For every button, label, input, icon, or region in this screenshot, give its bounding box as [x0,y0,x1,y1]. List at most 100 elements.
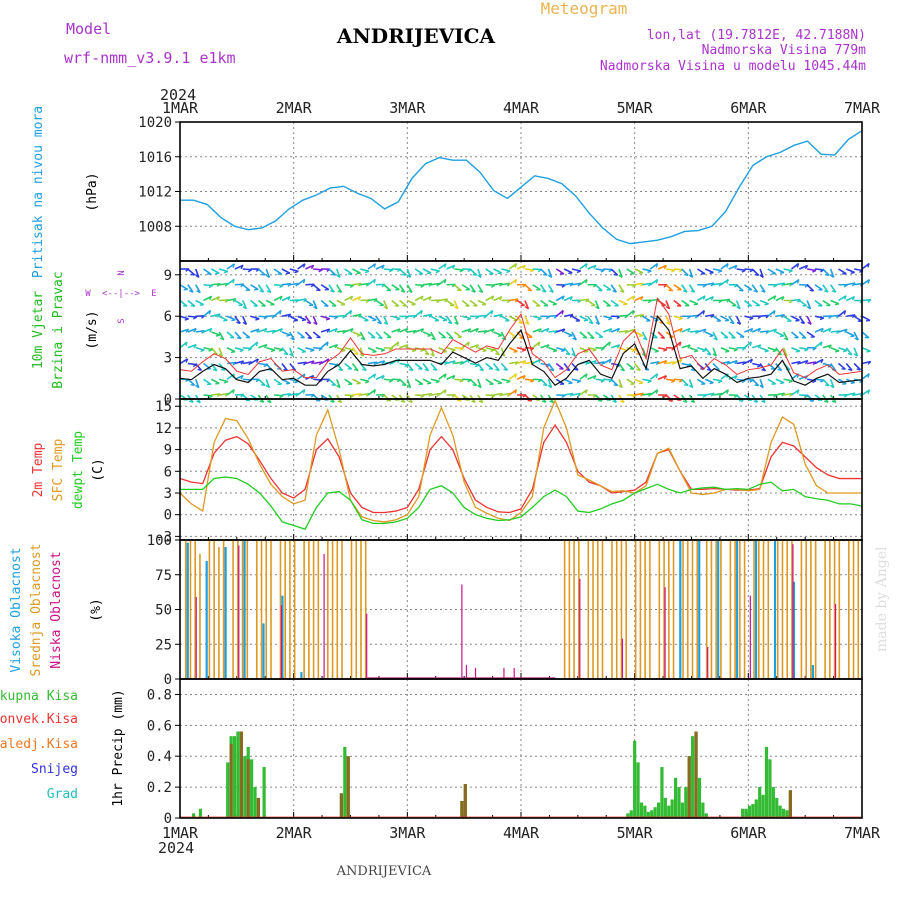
wind-barb-head [223,270,229,274]
wind-barb [218,378,229,383]
wind-barb-head [491,328,495,333]
wind-barb [799,359,809,365]
wind-barb-head [804,360,809,365]
wind-barb [688,268,694,278]
wind-barb [211,313,221,318]
wind-barb [500,347,506,357]
wind-barb-head [679,358,683,364]
x-label-bottom: 4MAR [503,824,540,842]
wind-barb-head [359,353,364,357]
wind-barb-head [772,349,777,353]
wind-barb-head [189,400,194,404]
wind-barb [563,282,574,286]
wind-barb [367,263,376,270]
wind-barb-head [654,350,659,353]
wind-barb [454,378,464,382]
wind-barb [814,268,824,271]
wind-barb [688,378,694,388]
wind-barb-head [753,290,758,293]
wind-barb-head [452,360,456,365]
wind-barb [288,347,294,357]
wind-barb-head [263,328,268,333]
wind-barb-head [546,328,550,333]
wind-barb-head [185,328,190,333]
model-altitude: Nadmorska Visina u modelu 1045.44m [600,59,866,74]
wind-barb-head [549,400,554,404]
precip-bar-total [761,794,765,818]
precip-legend-ukupna: Ukupna Kisa [0,689,78,704]
wind-barb [822,327,832,333]
wind-barb [579,331,588,339]
wind-barb-head [495,368,500,372]
wind-barb-head [702,328,707,333]
pressure-unit: (hPa) [85,172,100,211]
wind-barb [610,268,619,276]
wind-barb [814,378,824,382]
wind-barb-head [411,349,417,353]
wind-barb-head [812,269,817,273]
wind-barb-head [546,344,550,349]
wind-barb [226,297,237,302]
wind-barb-head [568,334,573,337]
wind-barb-head [427,272,432,275]
wind-barb [571,347,576,357]
wind-barb-head [712,353,717,357]
wind-barb-head [757,344,762,349]
wind-barb-head [843,295,847,300]
wind-barb-head [741,347,746,351]
wind-barb [344,268,353,275]
wind-barb-head [259,290,264,293]
wind-barb-head [472,273,477,276]
wind-barb [861,262,870,270]
wind-barb [720,347,730,352]
wind-barb-head [216,296,221,301]
wind-barb [791,298,801,302]
wind-barb-head [278,349,284,352]
wind-barb [634,282,644,286]
wind-barb-head [812,380,817,384]
wind-barb [720,315,730,322]
wind-barb [218,268,229,273]
wind-barb-head [547,384,552,389]
wind-barb [838,295,847,302]
wind-barb [775,392,785,396]
wind-barb [548,330,558,333]
wind-barb-head [336,384,341,389]
wind-barb [414,295,424,302]
wind-barb-head [357,313,362,318]
wind-barb-head [452,264,456,270]
wind-barb [681,284,688,293]
wind-barb [728,331,736,339]
wind-barb-head [373,279,377,284]
wind-barb [822,268,830,276]
wind-barb-head [466,317,472,321]
wind-barb-head [499,296,503,301]
wind-barb [320,299,329,307]
wind-barb-head [636,368,641,372]
wind-barb [775,295,785,302]
wind-barb [289,315,299,322]
wind-barb [587,374,597,380]
wind-barb [383,331,392,339]
precip-bar-total [250,759,254,818]
wind-barb [540,378,548,387]
wind-barb-head [200,349,205,353]
wind-barb-head [843,310,847,315]
wind-barb-head [428,296,432,301]
product-title: Meteogram [541,0,628,18]
wind-barb [179,299,188,307]
wind-barb-head [717,270,723,274]
wind-barb [273,295,283,302]
wind-barb [775,282,785,286]
wind-barb-head [684,384,689,387]
wind-barb [516,315,523,325]
wind-barb [704,268,714,274]
wind-barb-head [663,375,668,380]
wind-barb-head [585,298,590,303]
precip-bar-total [747,805,752,818]
wind-barb-head [408,290,413,294]
wind-barb-head [356,272,361,275]
wind-barb [383,284,392,292]
wind-barb-head [286,334,291,337]
wind-barb-head [490,284,496,288]
